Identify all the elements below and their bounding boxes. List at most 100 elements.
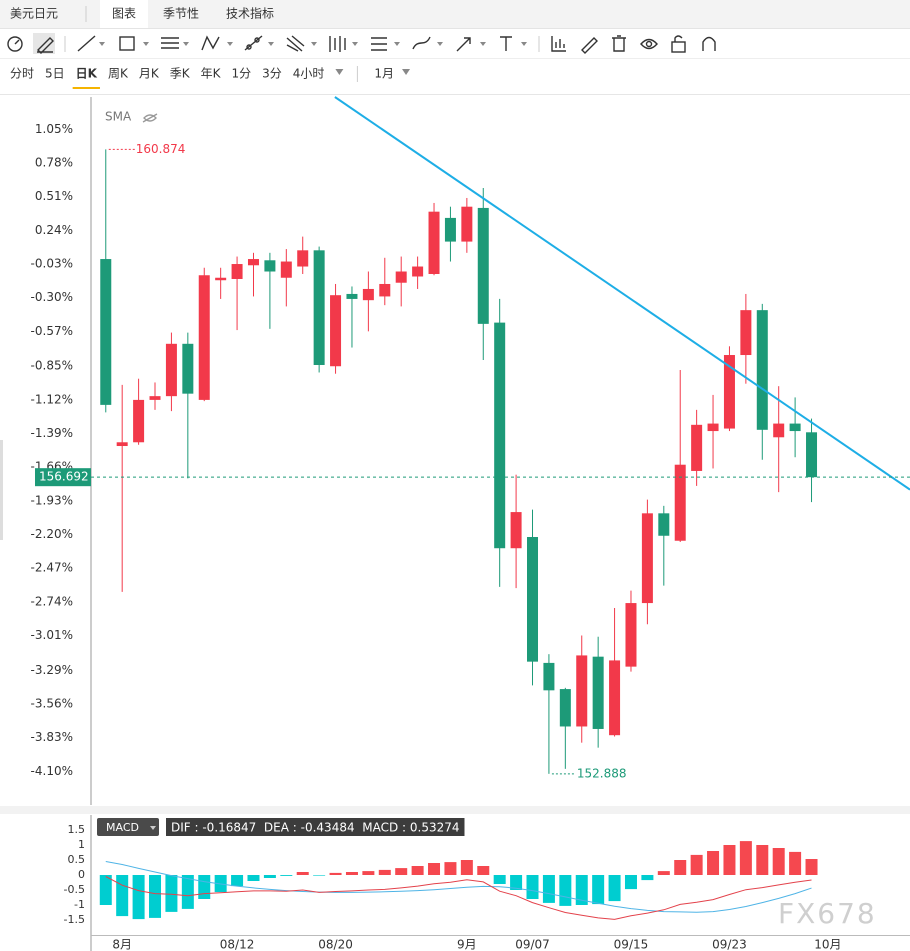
y-tick-label: -0.57% [31, 324, 73, 338]
tool-icon[interactable] [640, 38, 658, 50]
candle-body [592, 656, 604, 729]
candle-body [723, 355, 735, 429]
watermark: FX678 [778, 897, 877, 930]
indicator-name[interactable]: MACD [106, 821, 139, 834]
y-tick-label: -3.56% [31, 697, 73, 711]
y-tick-label: -0.85% [31, 359, 73, 373]
macd-bar [460, 860, 473, 875]
tool-icon[interactable] [456, 37, 486, 52]
tool-icon[interactable] [702, 36, 716, 52]
x-tick-label: 9月 [457, 938, 477, 951]
y-tick-label: 0.78% [35, 156, 73, 170]
candle-body [379, 283, 391, 297]
tool-icon[interactable] [551, 36, 566, 52]
tool-icon[interactable] [286, 35, 317, 52]
macd-bar [723, 845, 736, 875]
tab[interactable]: 季节性 [163, 7, 199, 21]
active-underline [72, 87, 100, 89]
macd-bar [263, 875, 276, 878]
y-tick-label: -1 [74, 898, 85, 911]
candle-body [313, 250, 325, 365]
macd-bar [411, 866, 424, 875]
readout-box [166, 818, 465, 836]
period-button[interactable]: 4小时 [293, 67, 325, 81]
toolbar [7, 33, 716, 54]
macd-bar [789, 851, 802, 875]
y-tick-label: -1.12% [31, 392, 73, 406]
range-button[interactable]: 1月 [374, 67, 394, 81]
tool-icon[interactable] [329, 36, 358, 52]
tool-icon[interactable] [500, 36, 527, 51]
period-button[interactable]: 季K [170, 67, 191, 81]
y-tick-label: 1.05% [35, 122, 73, 136]
period-button[interactable]: 日K [76, 67, 98, 81]
tool-icon[interactable] [412, 36, 443, 50]
macd-bar [296, 872, 309, 875]
tab[interactable]: 图表 [112, 7, 136, 21]
candle-body [773, 423, 785, 438]
indicator-select[interactable] [97, 818, 159, 836]
y-tick-label: -3.01% [31, 628, 73, 642]
macd-bar [510, 875, 523, 890]
y-tick-label: -2.20% [31, 527, 73, 541]
macd-bar [428, 863, 441, 875]
x-tick-label: 10月 [814, 938, 841, 951]
tab[interactable]: 技术指标 [226, 6, 274, 21]
tool-icon[interactable] [612, 35, 626, 52]
dropdown-arrow[interactable] [402, 69, 411, 75]
scroll-handle[interactable] [0, 440, 3, 540]
y-tick-label: -1.93% [31, 493, 73, 507]
dropdown-arrow[interactable] [150, 826, 156, 830]
period-button[interactable]: 3分 [262, 67, 282, 81]
y-tick-label: 0.5 [68, 853, 86, 866]
x-tick-label: 09/07 [515, 938, 550, 951]
macd-bar [99, 875, 112, 905]
period-button[interactable]: 1分 [231, 67, 251, 81]
candle-body [149, 396, 161, 400]
y-tick-label: 0.51% [35, 189, 73, 203]
tool-icon[interactable] [201, 35, 233, 51]
macd-bar [559, 875, 572, 906]
candle-body [116, 442, 128, 447]
candle-body [789, 423, 801, 432]
period-button[interactable]: 5日 [45, 67, 65, 81]
macd-bar [657, 871, 670, 875]
period-button[interactable]: 月K [139, 67, 160, 81]
period-button[interactable]: 分时 [10, 67, 34, 81]
macd-bar [247, 875, 260, 881]
x-tick-label: 8月 [112, 938, 132, 951]
candle-body [559, 689, 571, 727]
tool-icon[interactable] [671, 35, 686, 53]
candle-body [691, 424, 703, 471]
period-button[interactable]: 周K [108, 67, 129, 81]
period-button[interactable]: 年K [201, 67, 222, 81]
tool-icon[interactable] [33, 33, 55, 54]
candle-body [133, 399, 145, 443]
macd-bar [756, 845, 769, 875]
visibility-icon[interactable] [142, 113, 158, 123]
candle-body [182, 343, 194, 394]
candle-body [247, 259, 259, 266]
tool-icon[interactable] [7, 36, 23, 52]
macd-bar [231, 875, 244, 887]
indicator-label: SMA [105, 110, 132, 124]
candle-body [231, 264, 243, 279]
tool-icon[interactable] [244, 35, 274, 51]
candle-body [395, 271, 407, 283]
dropdown-arrow[interactable] [335, 69, 344, 75]
y-tick-label: -3.29% [31, 663, 73, 677]
y-tick-label: 1 [78, 838, 85, 851]
tool-icon[interactable] [119, 36, 149, 51]
macd-bar [739, 841, 752, 875]
last-price-label: 156.692 [39, 470, 89, 484]
macd-bar [674, 860, 687, 875]
x-tick-label: 09/23 [712, 938, 747, 951]
tool-icon[interactable] [581, 37, 598, 54]
tool-icon[interactable] [161, 37, 189, 49]
x-tick-label: 08/20 [318, 938, 353, 951]
y-tick-label: 0 [78, 868, 85, 881]
tool-icon[interactable] [371, 37, 400, 51]
macd-bar [477, 866, 490, 875]
candle-body [658, 513, 670, 536]
tool-icon[interactable] [77, 35, 105, 52]
